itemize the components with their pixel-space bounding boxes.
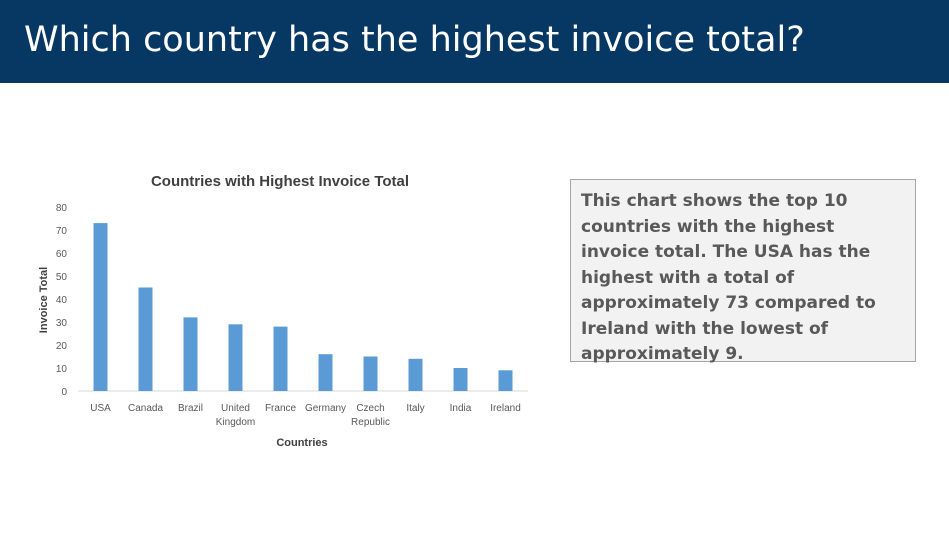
summary-box: This chart shows the top 10 countries wi… [570,179,916,364]
x-axis-label: Countries [276,437,327,449]
x-tick-label: Canada [128,403,163,414]
x-tick-label: Ireland [490,403,521,414]
bar [453,368,468,391]
title-bar: Which country has the highest invoice to… [0,0,949,83]
y-tick-label: 0 [61,387,67,398]
bar [93,223,108,391]
x-tick-label: USA [90,403,111,414]
y-tick-label: 30 [56,318,68,329]
x-tick-label: Brazil [178,403,203,414]
bar [318,354,333,391]
chart-title: Countries with Highest Invoice Total [151,173,409,190]
bar [408,358,423,391]
bars [93,223,513,391]
bar [138,287,153,391]
y-tick-label: 60 [56,249,68,260]
x-tick-label: Czech Republic [351,403,390,428]
bar [183,317,198,391]
summary-text: This chart shows the top 10 countries wi… [581,191,876,364]
bar [228,324,243,391]
bar-chart-svg: Countries with Highest Invoice Total Inv… [38,173,528,449]
x-tick-label: United Kingdom [216,403,255,428]
y-tick-label: 10 [56,364,68,375]
chart: Countries with Highest Invoice Total Inv… [0,160,560,460]
bar [498,370,513,391]
x-tick-label: India [450,403,472,414]
y-tick-label: 80 [56,203,68,214]
bar [273,326,288,391]
y-tick-label: 70 [56,226,68,237]
x-tick-label: Germany [305,403,346,414]
y-tick-label: 50 [56,272,68,283]
y-tick-label: 40 [56,295,68,306]
x-tick-label: France [265,403,297,414]
bar [363,356,378,391]
y-axis-label: Invoice Total [38,267,50,333]
x-tick-label: Italy [406,403,424,414]
slide-title: Which country has the highest invoice to… [24,20,805,60]
y-tick-label: 20 [56,341,68,352]
tick-labels: 0 10 20 30 40 50 60 70 80 USA Canada Brazil United Ki… [56,203,521,428]
